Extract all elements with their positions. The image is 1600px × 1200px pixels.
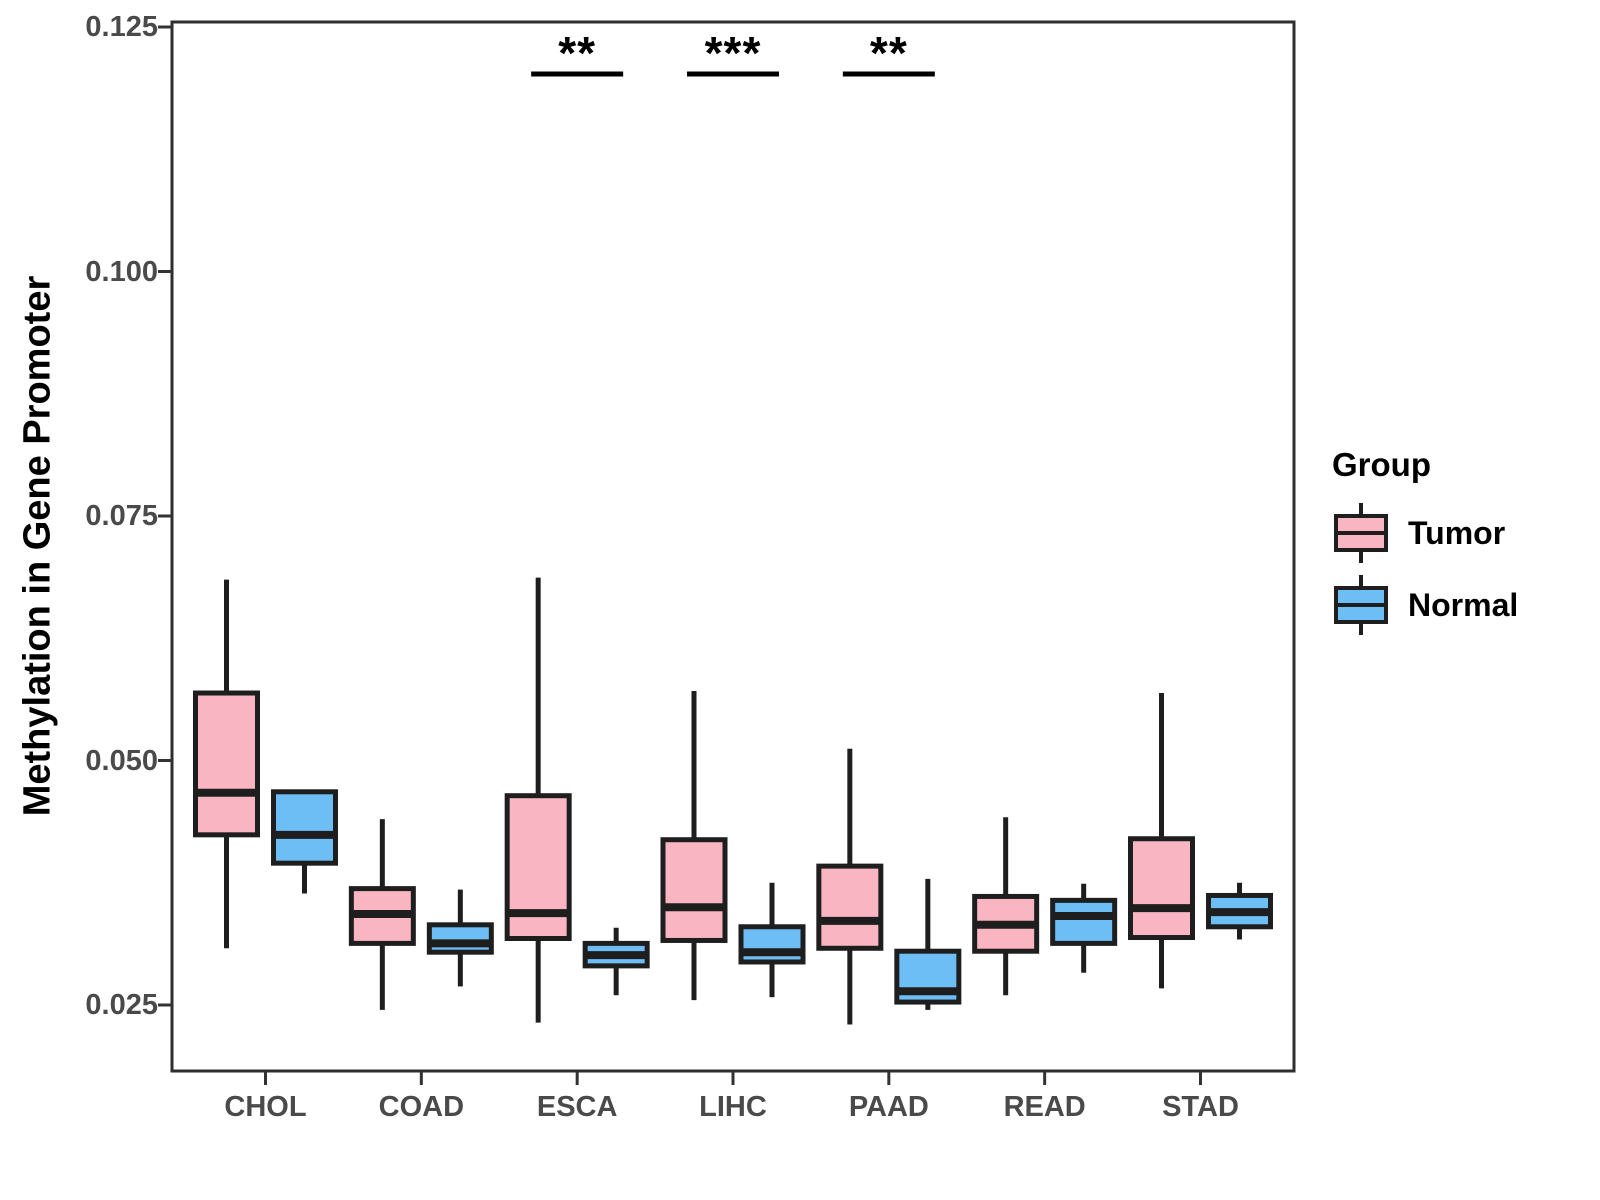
normal-boxplot-key-icon <box>1334 575 1388 635</box>
x-axis-tick-label: LIHC <box>699 1091 767 1123</box>
x-axis-tick-label: COAD <box>378 1091 465 1123</box>
x-axis-tick-label: CHOL <box>224 1091 307 1123</box>
y-axis-tick-label: 0.025 <box>85 989 158 1021</box>
y-axis-title: Methylation in Gene Promoter <box>16 275 59 817</box>
box <box>738 924 806 965</box>
legend: Group Tumor Normal <box>1332 446 1592 638</box>
x-axis-tick-label: STAD <box>1162 1091 1239 1123</box>
x-axis-tick-label: ESCA <box>536 1091 618 1123</box>
y-axis-tick-label: 0.075 <box>85 500 158 532</box>
legend-title: Group <box>1332 446 1431 483</box>
box <box>660 837 728 943</box>
box <box>504 793 572 941</box>
significance-stars: ** <box>869 27 908 79</box>
significance-stars: ** <box>558 27 597 79</box>
significance-stars: *** <box>704 27 762 79</box>
box <box>426 922 494 955</box>
box <box>193 690 260 838</box>
legend-label-tumor: Tumor <box>1408 514 1506 551</box>
y-axis-tick-label: 0.125 <box>85 11 158 43</box>
box <box>816 863 884 951</box>
box <box>271 789 338 866</box>
legend-entry-normal: Normal <box>1332 572 1592 638</box>
box <box>1128 836 1195 941</box>
panel-border <box>170 20 1296 1073</box>
x-axis-tick-label: READ <box>1003 1091 1086 1123</box>
legend-entry-tumor: Tumor <box>1332 500 1592 566</box>
box <box>1050 897 1118 946</box>
y-axis-tick-label: 0.050 <box>85 744 158 777</box>
tumor-boxplot-key-icon <box>1334 503 1388 563</box>
legend-label-normal: Normal <box>1408 586 1519 623</box>
y-axis-tick-label: 0.100 <box>85 255 158 288</box>
x-axis-tick-label: PAAD <box>848 1091 929 1123</box>
